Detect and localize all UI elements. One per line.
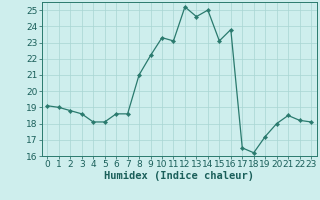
X-axis label: Humidex (Indice chaleur): Humidex (Indice chaleur) — [104, 171, 254, 181]
